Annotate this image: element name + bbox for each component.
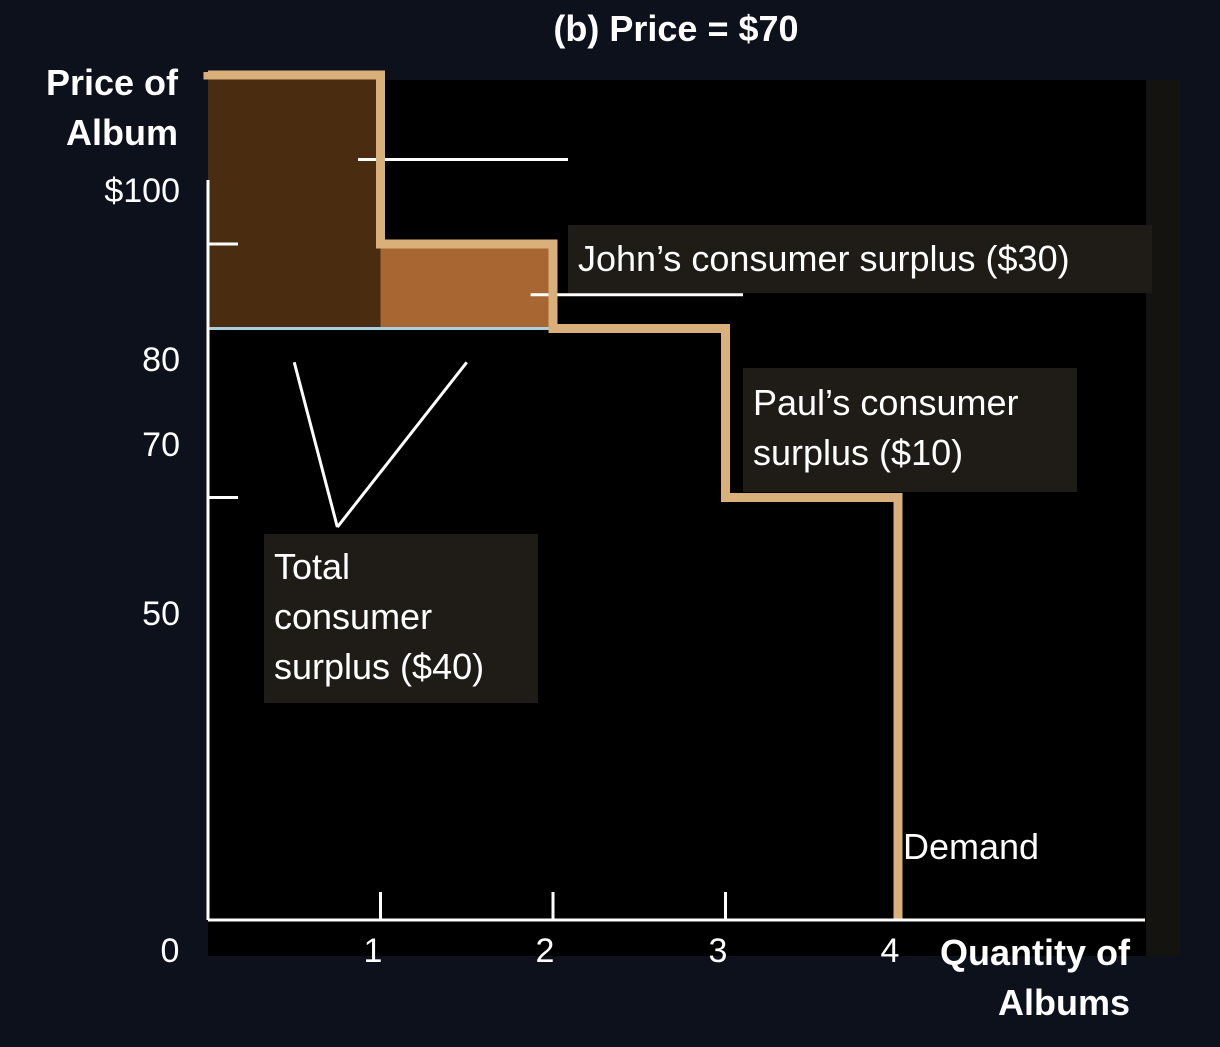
x-tick-label-2: 2: [535, 932, 555, 970]
y-tick-label-80: 80: [142, 341, 180, 379]
demand-label: Demand: [903, 826, 1040, 867]
y-axis-label: Price of Album: [46, 58, 178, 158]
total-surplus-label-line-3: surplus ($40): [274, 646, 485, 687]
john-surplus-callout: John’s consumer surplus ($30): [568, 225, 1152, 293]
john-surplus-label: John’s consumer surplus ($30): [578, 238, 1070, 279]
y-axis-label-line-2: Album: [66, 112, 178, 153]
total-leader-line-john: [292, 361, 339, 528]
demand-curve: [203, 70, 903, 920]
y-tick-label-50: 50: [142, 595, 180, 633]
x-tick-label-1: 1: [363, 932, 383, 970]
y-tick-label-70: 70: [142, 426, 180, 464]
origin-label: 0: [160, 932, 180, 970]
total-surplus-label-line-2: consumer: [274, 596, 433, 637]
surplus-area-paul: [380, 244, 553, 329]
x-axis-label: Quantity of Albums: [926, 928, 1130, 1028]
total-surplus-label-line-1: Total: [274, 546, 351, 587]
chart-title: (b) Price = $70: [553, 8, 799, 49]
x-axis-label-line-2: Albums: [997, 982, 1130, 1023]
paul-surplus-label-line-1: Paul’s consumer: [753, 382, 1019, 423]
x-axis-label-line-1: Quantity of: [940, 932, 1130, 973]
plot-shadow: [1146, 80, 1180, 956]
total-leader-line-paul: [336, 361, 468, 529]
paul-surplus-callout: Paul’s consumer surplus ($10): [743, 368, 1077, 492]
x-tick-label-4: 4: [880, 932, 900, 970]
y-axis-label-line-1: Price of: [45, 62, 178, 103]
y-tick-label-100: $100: [104, 172, 180, 210]
paul-surplus-label-line-2: surplus ($10): [753, 432, 964, 473]
x-tick-label-3: 3: [708, 932, 728, 970]
surplus-area-john: [208, 75, 381, 329]
total-surplus-callout: Total consumer surplus ($40): [264, 534, 538, 703]
